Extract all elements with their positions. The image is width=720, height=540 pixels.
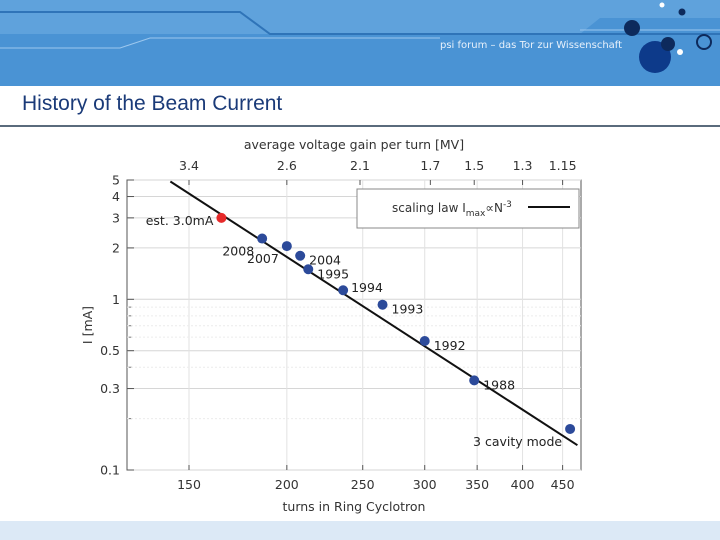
x-tick-label-6: 450 <box>551 477 575 492</box>
y-tick-label-3: 2 <box>112 240 120 255</box>
x-axis-label: turns in Ring Cyclotron <box>283 499 426 514</box>
data-label-5: 1994 <box>351 280 383 295</box>
data-point-0 <box>216 212 227 223</box>
logo-dot-small <box>678 8 686 16</box>
data-point-4 <box>303 264 314 275</box>
data-point-6 <box>377 299 388 310</box>
x-tick-label-4: 350 <box>465 477 489 492</box>
legend-label: scaling law Imax∝N-3 <box>392 200 512 219</box>
top-axis-label: average voltage gain per turn [MV] <box>244 137 464 152</box>
top-tick-label-3: 1.7 <box>420 158 440 173</box>
footer-bar <box>0 521 720 540</box>
y-axis-label: I [mA] <box>80 306 95 344</box>
logo-dot <box>624 20 640 36</box>
data-point-8 <box>469 375 480 386</box>
data-point-7 <box>419 335 430 346</box>
logo-dot-large <box>639 41 671 73</box>
data-label-7: 1992 <box>434 338 466 353</box>
scaling-law-line <box>169 180 578 447</box>
data-label-2: 2007 <box>247 251 279 266</box>
logo-dot-small <box>677 49 683 55</box>
data-point-9 <box>565 423 576 434</box>
data-label-6: 1993 <box>392 302 424 317</box>
data-point-1 <box>257 233 268 244</box>
data-point-3 <box>295 250 306 261</box>
y-tick-label-5: 0.5 <box>100 343 120 358</box>
top-tick-label-6: 1.15 <box>549 158 577 173</box>
data-point-2 <box>281 241 292 252</box>
data-label-1: 2008 <box>222 244 254 259</box>
x-tick-label-3: 300 <box>413 477 437 492</box>
x-tick-label-2: 250 <box>351 477 375 492</box>
x-tick-label-0: 150 <box>177 477 201 492</box>
header-tagline: psi forum – das Tor zur Wissenschaft <box>440 40 623 51</box>
x-tick-label-1: 200 <box>275 477 299 492</box>
page-title: History of the Beam Current <box>22 92 283 115</box>
legend-box <box>356 188 580 229</box>
y-tick-label-2: 3 <box>112 210 120 225</box>
data-point-5 <box>338 285 349 296</box>
y-tick-label-1: 4 <box>112 189 120 204</box>
top-axis-ticks: 3.4 2.6 2.1 1.7 1.5 1.3 1.15 <box>179 158 577 185</box>
legend: scaling law Imax∝N-3 <box>356 188 580 229</box>
data-label-9: 3 cavity mode <box>473 434 562 449</box>
data-label-3: 2004 <box>309 253 341 268</box>
y-axis-ticks: 54 3 2 1 0.5 0.3 0.1 <box>100 173 134 478</box>
top-tick-label-5: 1.3 <box>513 158 533 173</box>
beam-current-chart: 150 200 250 300 350 400 450 54 3 2 1 0.5 0.3 0.1 3.4… <box>80 137 582 514</box>
y-tick-label-6: 0.3 <box>100 381 120 396</box>
top-tick-label-1: 2.6 <box>277 158 297 173</box>
top-tick-label-2: 2.1 <box>350 158 370 173</box>
logo-dot <box>661 37 675 51</box>
top-tick-label-4: 1.5 <box>464 158 484 173</box>
top-tick-label-0: 3.4 <box>179 158 199 173</box>
y-minor-ticks <box>127 306 581 420</box>
x-axis-ticks: 150 200 250 300 350 400 450 <box>177 465 575 492</box>
y-tick-label-0: 5 <box>112 173 120 188</box>
x-tick-label-5: 400 <box>511 477 535 492</box>
data-label-4: 1995 <box>317 266 349 281</box>
data-label-0: est. 3.0mA <box>146 213 214 228</box>
title-divider <box>0 125 720 127</box>
logo-dot-small <box>659 2 665 8</box>
y-tick-label-4: 1 <box>112 292 120 307</box>
header-banner <box>0 0 720 86</box>
data-label-8: 1988 <box>483 377 515 392</box>
logo-dot <box>696 34 712 50</box>
y-tick-label-7: 0.1 <box>100 463 120 478</box>
